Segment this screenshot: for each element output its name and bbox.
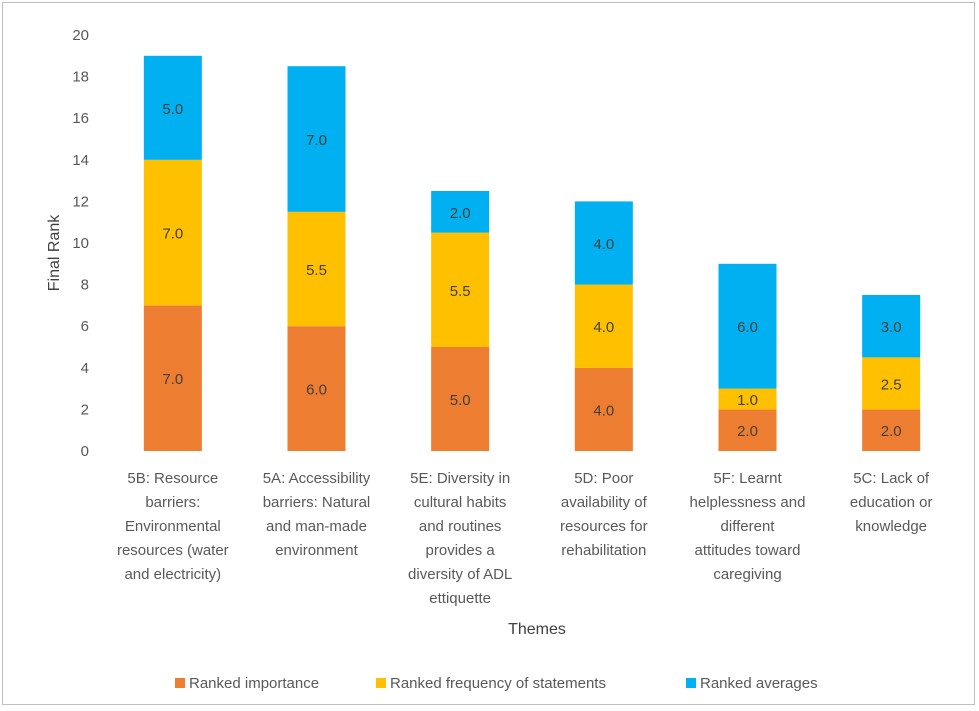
x-category-label: 5F: Learnt helplessness and different attit…	[690, 470, 806, 583]
x-category-label-line: barriers:	[145, 494, 200, 511]
y-tick-label: 4	[81, 360, 89, 377]
data-label: 7.0	[162, 371, 183, 388]
data-label: 1.0	[737, 392, 758, 409]
bar-segment	[718, 388, 777, 410]
data-label: 5.0	[162, 101, 183, 118]
x-category-label-line: cultural habits	[414, 494, 507, 511]
data-labels: 7.0 7.0 5.0 6.0 5.5 7.0 5.0 5.5 2.0 4.0 4.0 4.0 2.0 1…	[162, 101, 901, 440]
bar-segment	[287, 326, 346, 451]
x-category-label-line: caregiving	[713, 566, 781, 583]
y-tick-label: 6	[81, 318, 89, 335]
bar-segment	[574, 367, 633, 451]
data-label: 4.0	[593, 236, 614, 253]
y-tick-label: 8	[81, 277, 89, 294]
x-category-label-line: resources (water	[117, 542, 229, 559]
y-tick-label: 14	[72, 152, 89, 169]
x-category-label-line: 5C: Lack of	[853, 470, 930, 487]
bar-segment	[862, 295, 921, 358]
x-category-label-line: education or	[850, 494, 933, 511]
data-label: 5.5	[306, 262, 327, 279]
x-category-label-line: attitudes toward	[695, 542, 801, 559]
data-label: 5.5	[450, 283, 471, 300]
x-category-label: 5E: Diversity in cultural habits and routi…	[408, 470, 512, 607]
legend-swatch	[175, 678, 185, 688]
bar-segment	[574, 284, 633, 368]
y-tick-label: 20	[72, 27, 89, 44]
x-category-label-line: and man-made	[266, 518, 367, 535]
data-label: 2.0	[881, 423, 902, 440]
bar-segment	[862, 409, 921, 451]
x-category-label: 5A: Accessibility barriers: Natural and ma…	[263, 470, 371, 559]
x-category-label-line: knowledge	[855, 518, 927, 535]
x-category-label: 5C: Lack of education or knowledge	[850, 470, 933, 535]
x-category-label-line: resources for	[560, 518, 648, 535]
legend: Ranked importance Ranked frequency of sta…	[175, 675, 818, 692]
bar-segment	[287, 66, 346, 212]
y-axis-ticks: 0 2 4 6 8 10 12 14 16 18 20	[72, 27, 89, 460]
data-label: 5.0	[450, 392, 471, 409]
x-category-label-line: provides a	[426, 542, 496, 559]
bar-segment	[431, 232, 490, 347]
bar-segment	[718, 409, 777, 451]
bar-segment	[287, 211, 346, 327]
x-category-label-line: 5F: Learnt	[713, 470, 782, 487]
bar-segment	[431, 347, 490, 451]
data-label: 2.5	[881, 376, 902, 393]
x-axis-title: Themes	[508, 621, 566, 638]
x-axis-category-labels: 5B: Resource barriers: Environmental resour…	[117, 470, 932, 607]
x-category-label-line: and electricity)	[124, 566, 221, 583]
legend-swatch	[376, 678, 386, 688]
y-tick-label: 12	[72, 193, 89, 210]
legend-label: Ranked averages	[700, 675, 818, 692]
data-label: 3.0	[881, 319, 902, 336]
x-category-label-line: rehabilitation	[561, 542, 646, 559]
x-category-label-line: 5B: Resource	[127, 470, 218, 487]
y-tick-label: 18	[72, 69, 89, 86]
x-category-label-line: diversity of ADL	[408, 566, 512, 583]
bar-segment	[143, 159, 202, 306]
x-category-label-line: helplessness and	[690, 494, 806, 511]
y-tick-label: 0	[81, 443, 89, 460]
bar-segment	[431, 191, 490, 233]
stacked-bar-chart: 0 2 4 6 8 10 12 14 16 18 20 7.0 7.0 5.0 6.0 5.5 7.0 5.0 5…	[46, 27, 932, 692]
bar-segment	[143, 55, 202, 160]
data-label: 7.0	[306, 132, 327, 149]
data-label: 4.0	[593, 402, 614, 419]
bars	[143, 55, 921, 451]
bar-segment	[862, 357, 921, 410]
legend-label: Ranked importance	[189, 675, 319, 692]
bar-segment	[718, 263, 777, 389]
y-axis-title: Final Rank	[46, 214, 63, 291]
bar-segment	[574, 201, 633, 285]
x-category-label: 5B: Resource barriers: Environmental resour…	[117, 470, 229, 583]
x-category-label-line: availability of	[561, 494, 648, 511]
y-tick-label: 16	[72, 110, 89, 127]
data-label: 6.0	[306, 382, 327, 399]
y-tick-label: 2	[81, 401, 89, 418]
x-category-label-line: ettiquette	[429, 590, 491, 607]
data-label: 2.0	[737, 423, 758, 440]
x-category-label-line: environment	[275, 542, 358, 559]
x-category-label-line: Environmental	[125, 518, 221, 535]
x-category-label-line: barriers: Natural	[263, 494, 371, 511]
data-label: 6.0	[737, 319, 758, 336]
x-category-label-line: 5D: Poor	[574, 470, 633, 487]
x-category-label: 5D: Poor availability of resources for reha…	[560, 470, 648, 559]
y-tick-label: 10	[72, 235, 89, 252]
data-label: 7.0	[162, 226, 183, 243]
data-label: 2.0	[450, 205, 471, 222]
x-category-label-line: and routines	[419, 518, 502, 535]
data-label: 4.0	[593, 319, 614, 336]
legend-swatch	[686, 678, 696, 688]
x-category-label-line: different	[721, 518, 776, 535]
x-category-label-line: 5E: Diversity in	[410, 470, 510, 487]
bar-segment	[143, 305, 202, 451]
x-category-label-line: 5A: Accessibility	[263, 470, 371, 487]
legend-label: Ranked frequency of statements	[390, 675, 606, 692]
